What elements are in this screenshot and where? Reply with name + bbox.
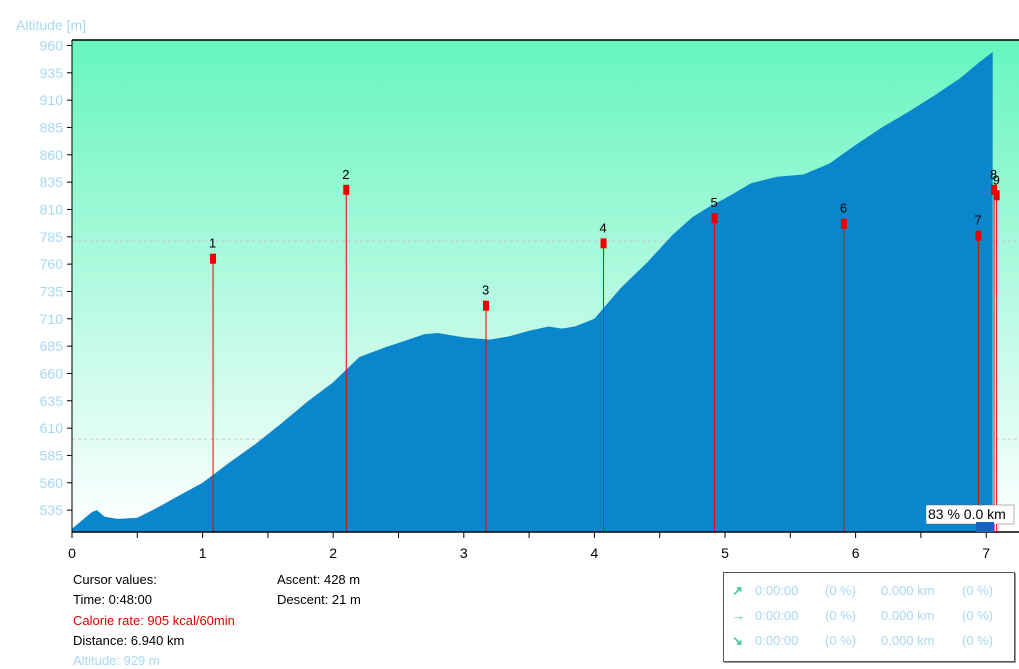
- stats-time: 0:00:00: [755, 608, 799, 623]
- y-axis-label: Altitude [m]: [16, 17, 86, 33]
- waypoint-marker-3[interactable]: 3: [482, 283, 489, 532]
- cursor-time: Time: 0:48:00: [73, 592, 153, 607]
- x-tick-label: 4: [591, 545, 599, 561]
- y-tick-label: 885: [40, 119, 64, 135]
- waypoint-marker-1[interactable]: 1: [209, 236, 216, 532]
- stats-time-percent: (0 %): [825, 633, 857, 648]
- x-tick-label: 1: [199, 545, 207, 561]
- y-tick-label: 910: [40, 92, 64, 108]
- y-tick-label: 560: [40, 475, 64, 491]
- waypoint-flag: [975, 230, 982, 241]
- y-tick-label: 810: [40, 201, 64, 217]
- cursor-calorie-rate: Calorie rate: 905 kcal/60min: [73, 613, 235, 628]
- y-tick-label: 710: [40, 311, 64, 327]
- y-tick-label: 760: [40, 256, 64, 272]
- x-tick-label: 7: [982, 545, 990, 561]
- waypoint-label: 7: [974, 213, 981, 228]
- stats-distance-percent: (0 %): [962, 608, 994, 623]
- waypoint-marker-2[interactable]: 2: [342, 167, 349, 532]
- y-tick-label: 860: [40, 147, 64, 163]
- waypoint-label: 5: [711, 195, 718, 210]
- y-tick-label: 585: [40, 447, 64, 463]
- altitude-profile-area: [72, 52, 993, 532]
- waypoint-label: 3: [482, 283, 489, 298]
- x-tick-label: 5: [721, 545, 729, 561]
- y-tick-label: 610: [40, 420, 64, 436]
- y-tick-label: 660: [40, 365, 64, 381]
- y-tick-label: 935: [40, 65, 64, 81]
- y-tick-label: 960: [40, 37, 64, 53]
- cursor-distance: Distance: 6.940 km: [73, 633, 185, 648]
- waypoint-flag: [840, 218, 847, 229]
- waypoint-marker-4[interactable]: 4: [600, 220, 607, 532]
- stats-distance: 0.000 km: [881, 583, 935, 598]
- cursor-values-heading: Cursor values:: [73, 572, 157, 587]
- waypoint-label: 9: [993, 172, 1000, 187]
- stats-time: 0:00:00: [755, 583, 799, 598]
- stats-distance: 0.000 km: [881, 608, 935, 623]
- y-tick-label: 535: [40, 502, 64, 518]
- y-tick-label: 635: [40, 393, 64, 409]
- x-tick-label: 6: [852, 545, 860, 561]
- waypoint-marker-8[interactable]: 8: [990, 167, 997, 532]
- x-tick-label: 0: [68, 545, 76, 561]
- arrow-down-right-icon: ↘: [732, 633, 743, 648]
- waypoint-label: 6: [840, 201, 847, 216]
- waypoint-flag: [993, 190, 1000, 201]
- x-tick-label: 3: [460, 545, 468, 561]
- waypoint-flag: [210, 253, 217, 264]
- y-tick-label: 785: [40, 229, 64, 245]
- waypoint-marker-5[interactable]: 5: [711, 195, 718, 532]
- stats-time-percent: (0 %): [825, 583, 857, 598]
- waypoint-flag: [343, 184, 350, 195]
- x-tick-label: 2: [329, 545, 337, 561]
- y-tick-label: 835: [40, 174, 64, 190]
- arrow-up-right-icon: ↗: [732, 583, 743, 598]
- waypoint-flag: [483, 300, 490, 311]
- waypoint-label: 2: [342, 167, 349, 182]
- stats-time: 0:00:00: [755, 633, 799, 648]
- y-tick-label: 685: [40, 338, 64, 354]
- stats-distance-percent: (0 %): [962, 583, 994, 598]
- stats-distance-percent: (0 %): [962, 633, 994, 648]
- waypoint-label: 1: [209, 236, 216, 251]
- ascent-total: Ascent: 428 m: [277, 572, 361, 587]
- stats-distance: 0.000 km: [881, 633, 935, 648]
- arrow-right-icon: →: [732, 608, 745, 623]
- stats-time-percent: (0 %): [825, 608, 857, 623]
- waypoint-marker-6[interactable]: 6: [840, 201, 847, 532]
- waypoint-flag: [991, 184, 998, 195]
- waypoint-marker-9[interactable]: 9: [993, 172, 1000, 532]
- cursor-readout-text: 83 % 0.0 km: [928, 506, 1006, 522]
- y-tick-label: 735: [40, 283, 64, 299]
- waypoint-marker-7[interactable]: 7: [974, 213, 982, 532]
- waypoint-flag: [711, 213, 718, 224]
- waypoint-label: 4: [600, 220, 607, 235]
- cursor-indicator-bar: [976, 522, 994, 532]
- gradient-stats-panel: ↗ 0:00:00 (0 %) 0.000 km (0 %) → 0:00:00…: [723, 572, 1015, 662]
- waypoint-label: 8: [990, 167, 997, 182]
- descent-total: Descent: 21 m: [277, 592, 361, 607]
- cursor-readout: 83 % 0.0 km: [925, 504, 1015, 532]
- waypoint-flag: [600, 238, 607, 249]
- cursor-altitude: Altitude: 929 m: [73, 653, 160, 668]
